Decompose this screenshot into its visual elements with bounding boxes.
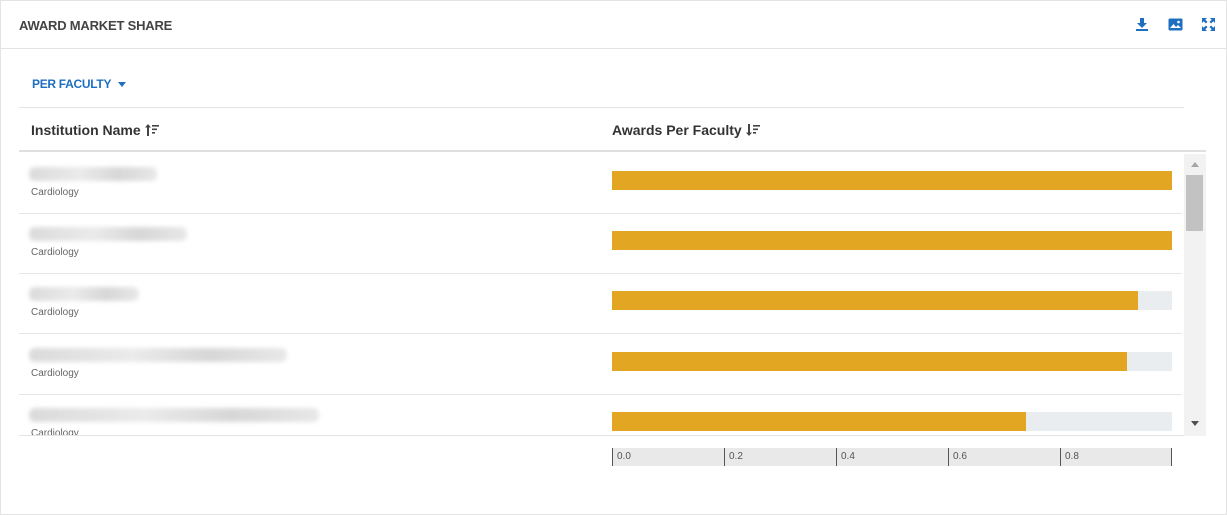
- vertical-scrollbar[interactable]: [1184, 154, 1206, 436]
- download-icon[interactable]: [1134, 16, 1150, 32]
- column-header-institution-name[interactable]: Institution Name: [31, 122, 159, 138]
- caret-down-icon: [118, 82, 127, 87]
- institution-name-redacted: [29, 348, 287, 362]
- awards-bar-track: [612, 231, 1172, 250]
- institution-name-redacted: [29, 167, 157, 181]
- sort-descending-icon[interactable]: [745, 124, 760, 136]
- divider: [19, 107, 1184, 108]
- sort-ascending-icon[interactable]: [144, 124, 159, 136]
- axis-tick-label: 0.8: [1065, 451, 1079, 462]
- axis-tick: 0.2: [724, 448, 743, 466]
- department-label: Cardiology: [31, 187, 79, 198]
- value-axis: 0.0 0.2 0.4 0.6 0.8: [612, 448, 1172, 466]
- department-label: Cardiology: [31, 428, 79, 435]
- table-body: Cardiology Cardiology Cardiology Cardiology…: [19, 154, 1182, 435]
- scrollbar-thumb[interactable]: [1186, 175, 1203, 231]
- panel-title: AWARD MARKET SHARE: [19, 18, 173, 33]
- axis-tick: 0.8: [1060, 448, 1079, 466]
- scroll-down-arrow-icon[interactable]: [1191, 421, 1199, 426]
- axis-tick: 0.0: [612, 448, 631, 466]
- table-row[interactable]: Cardiology: [19, 395, 1182, 435]
- awards-bar: [612, 291, 1139, 310]
- axis-tick-label: 0.4: [841, 451, 855, 462]
- table-header: Institution Name Awards Per Faculty: [19, 108, 1206, 152]
- awards-bar: [612, 231, 1172, 250]
- department-label: Cardiology: [31, 247, 79, 258]
- department-label: Cardiology: [31, 307, 79, 318]
- awards-bar-track: [612, 171, 1172, 190]
- awards-bar-track: [612, 412, 1172, 431]
- awards-bar-track: [612, 291, 1172, 310]
- awards-bar: [612, 171, 1172, 190]
- per-faculty-label: PER FACULTY: [32, 77, 112, 91]
- awards-bar-track: [612, 352, 1172, 371]
- column-header-awards-per-faculty[interactable]: Awards Per Faculty: [612, 122, 760, 138]
- column-label-institution-name: Institution Name: [31, 122, 141, 138]
- table-row[interactable]: Cardiology: [19, 154, 1182, 214]
- table-row[interactable]: Cardiology: [19, 335, 1182, 395]
- scroll-up-arrow-icon[interactable]: [1191, 162, 1199, 167]
- axis-end-tick: [1171, 448, 1172, 466]
- expand-icon[interactable]: [1200, 16, 1216, 32]
- divider: [19, 435, 1184, 436]
- axis-tick-label: 0.6: [953, 451, 967, 462]
- institution-name-redacted: [29, 408, 319, 422]
- department-label: Cardiology: [31, 368, 79, 379]
- axis-tick-label: 0.2: [729, 451, 743, 462]
- axis-tick-label: 0.0: [617, 451, 631, 462]
- institution-name-redacted: [29, 227, 187, 241]
- column-label-awards-per-faculty: Awards Per Faculty: [612, 122, 742, 138]
- axis-tick: 0.6: [948, 448, 967, 466]
- image-icon[interactable]: [1167, 16, 1183, 32]
- per-faculty-dropdown[interactable]: PER FACULTY: [32, 77, 127, 91]
- axis-tick: 0.4: [836, 448, 855, 466]
- table-row[interactable]: Cardiology: [19, 274, 1182, 334]
- awards-bar: [612, 352, 1128, 371]
- table-row[interactable]: Cardiology: [19, 214, 1182, 274]
- institution-name-redacted: [29, 287, 139, 301]
- panel-header: AWARD MARKET SHARE: [1, 1, 1226, 49]
- header-actions: [1134, 16, 1216, 32]
- awards-bar: [612, 412, 1027, 431]
